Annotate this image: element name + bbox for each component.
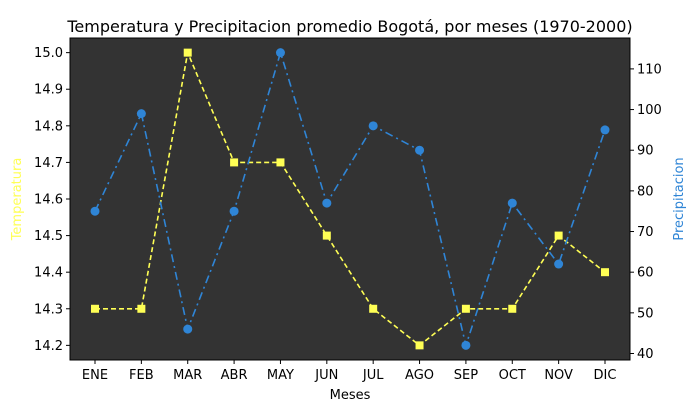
data-point-temperatura (137, 304, 146, 313)
data-point-precipitacion (183, 324, 193, 334)
y-right-tick-label: 40 (637, 347, 654, 362)
data-point-temperatura (369, 304, 378, 313)
x-tick-label: MAR (173, 368, 202, 383)
series-layer (90, 48, 610, 350)
y-right-axis: 40 50 60 70 80 90 100 110 (630, 62, 662, 362)
y-right-axis-label: Precipitacion (672, 157, 687, 240)
data-point-precipitacion (600, 125, 610, 135)
y-left-tick-label: 14.3 (34, 302, 63, 317)
x-tick-label: FEB (129, 368, 154, 383)
y-left-tick-label: 15.0 (34, 46, 63, 61)
x-tick-label: OCT (499, 368, 526, 383)
series-line-precipitacion (94, 49, 606, 349)
data-point-precipitacion (507, 198, 517, 208)
y-left-tick-label: 14.2 (34, 339, 63, 354)
y-left-axis-label: Temperatura (10, 158, 25, 242)
data-point-precipitacion (554, 259, 564, 269)
data-point-temperatura (554, 231, 563, 240)
data-point-temperatura (415, 341, 424, 350)
data-point-precipitacion (275, 48, 285, 58)
x-tick-label: DIC (594, 368, 617, 383)
x-tick-label: ABR (221, 368, 248, 383)
x-tick-label: JUL (362, 368, 384, 383)
x-tick-label: MAY (267, 368, 294, 383)
data-point-temperatura (183, 48, 192, 57)
x-axis: ENE FEB MAR ABR MAY JUN JUL AGO SEP OCT NOV DIC (82, 360, 617, 383)
x-tick-label: AGO (405, 368, 434, 383)
y-left-tick-label: 14.6 (34, 193, 63, 208)
chart-title: Temperatura y Precipitacion promedio Bog… (66, 17, 632, 36)
y-right-tick-label: 70 (637, 225, 654, 240)
data-point-precipitacion (136, 109, 146, 119)
data-point-temperatura (230, 158, 239, 167)
x-tick-label: ENE (82, 368, 108, 383)
data-point-precipitacion (368, 121, 378, 131)
plot-area (70, 38, 630, 360)
series-line-temperatura (95, 49, 606, 347)
data-point-precipitacion (229, 206, 239, 216)
y-right-tick-label: 100 (637, 103, 662, 118)
data-point-precipitacion (415, 145, 425, 155)
x-axis-label: Meses (330, 388, 371, 400)
x-tick-label: SEP (454, 368, 478, 383)
plot-frame (69, 37, 631, 361)
y-left-tick-label: 14.8 (34, 119, 63, 134)
x-tick-label: JUN (314, 368, 338, 383)
y-left-axis: 14.2 14.3 14.4 14.5 14.6 14.7 14.8 14.9 15.0 (34, 46, 70, 354)
y-right-tick-label: 110 (637, 62, 662, 77)
data-point-temperatura (276, 158, 285, 167)
data-point-precipitacion (90, 206, 100, 216)
data-point-precipitacion (322, 198, 332, 208)
data-point-temperatura (322, 231, 331, 240)
y-right-tick-label: 50 (637, 306, 654, 321)
data-point-temperatura (508, 304, 517, 313)
data-point-temperatura (601, 268, 609, 277)
y-right-tick-label: 90 (637, 144, 654, 159)
y-left-tick-label: 14.9 (34, 83, 63, 98)
y-left-tick-label: 14.7 (34, 156, 63, 171)
x-tick-label: NOV (544, 368, 573, 383)
y-left-tick-label: 14.4 (34, 266, 63, 281)
data-point-precipitacion (461, 340, 471, 350)
y-right-tick-label: 60 (637, 266, 654, 281)
data-point-temperatura (91, 304, 99, 313)
y-right-tick-label: 80 (637, 184, 654, 199)
y-left-tick-label: 14.5 (34, 229, 63, 244)
data-point-temperatura (461, 304, 470, 313)
